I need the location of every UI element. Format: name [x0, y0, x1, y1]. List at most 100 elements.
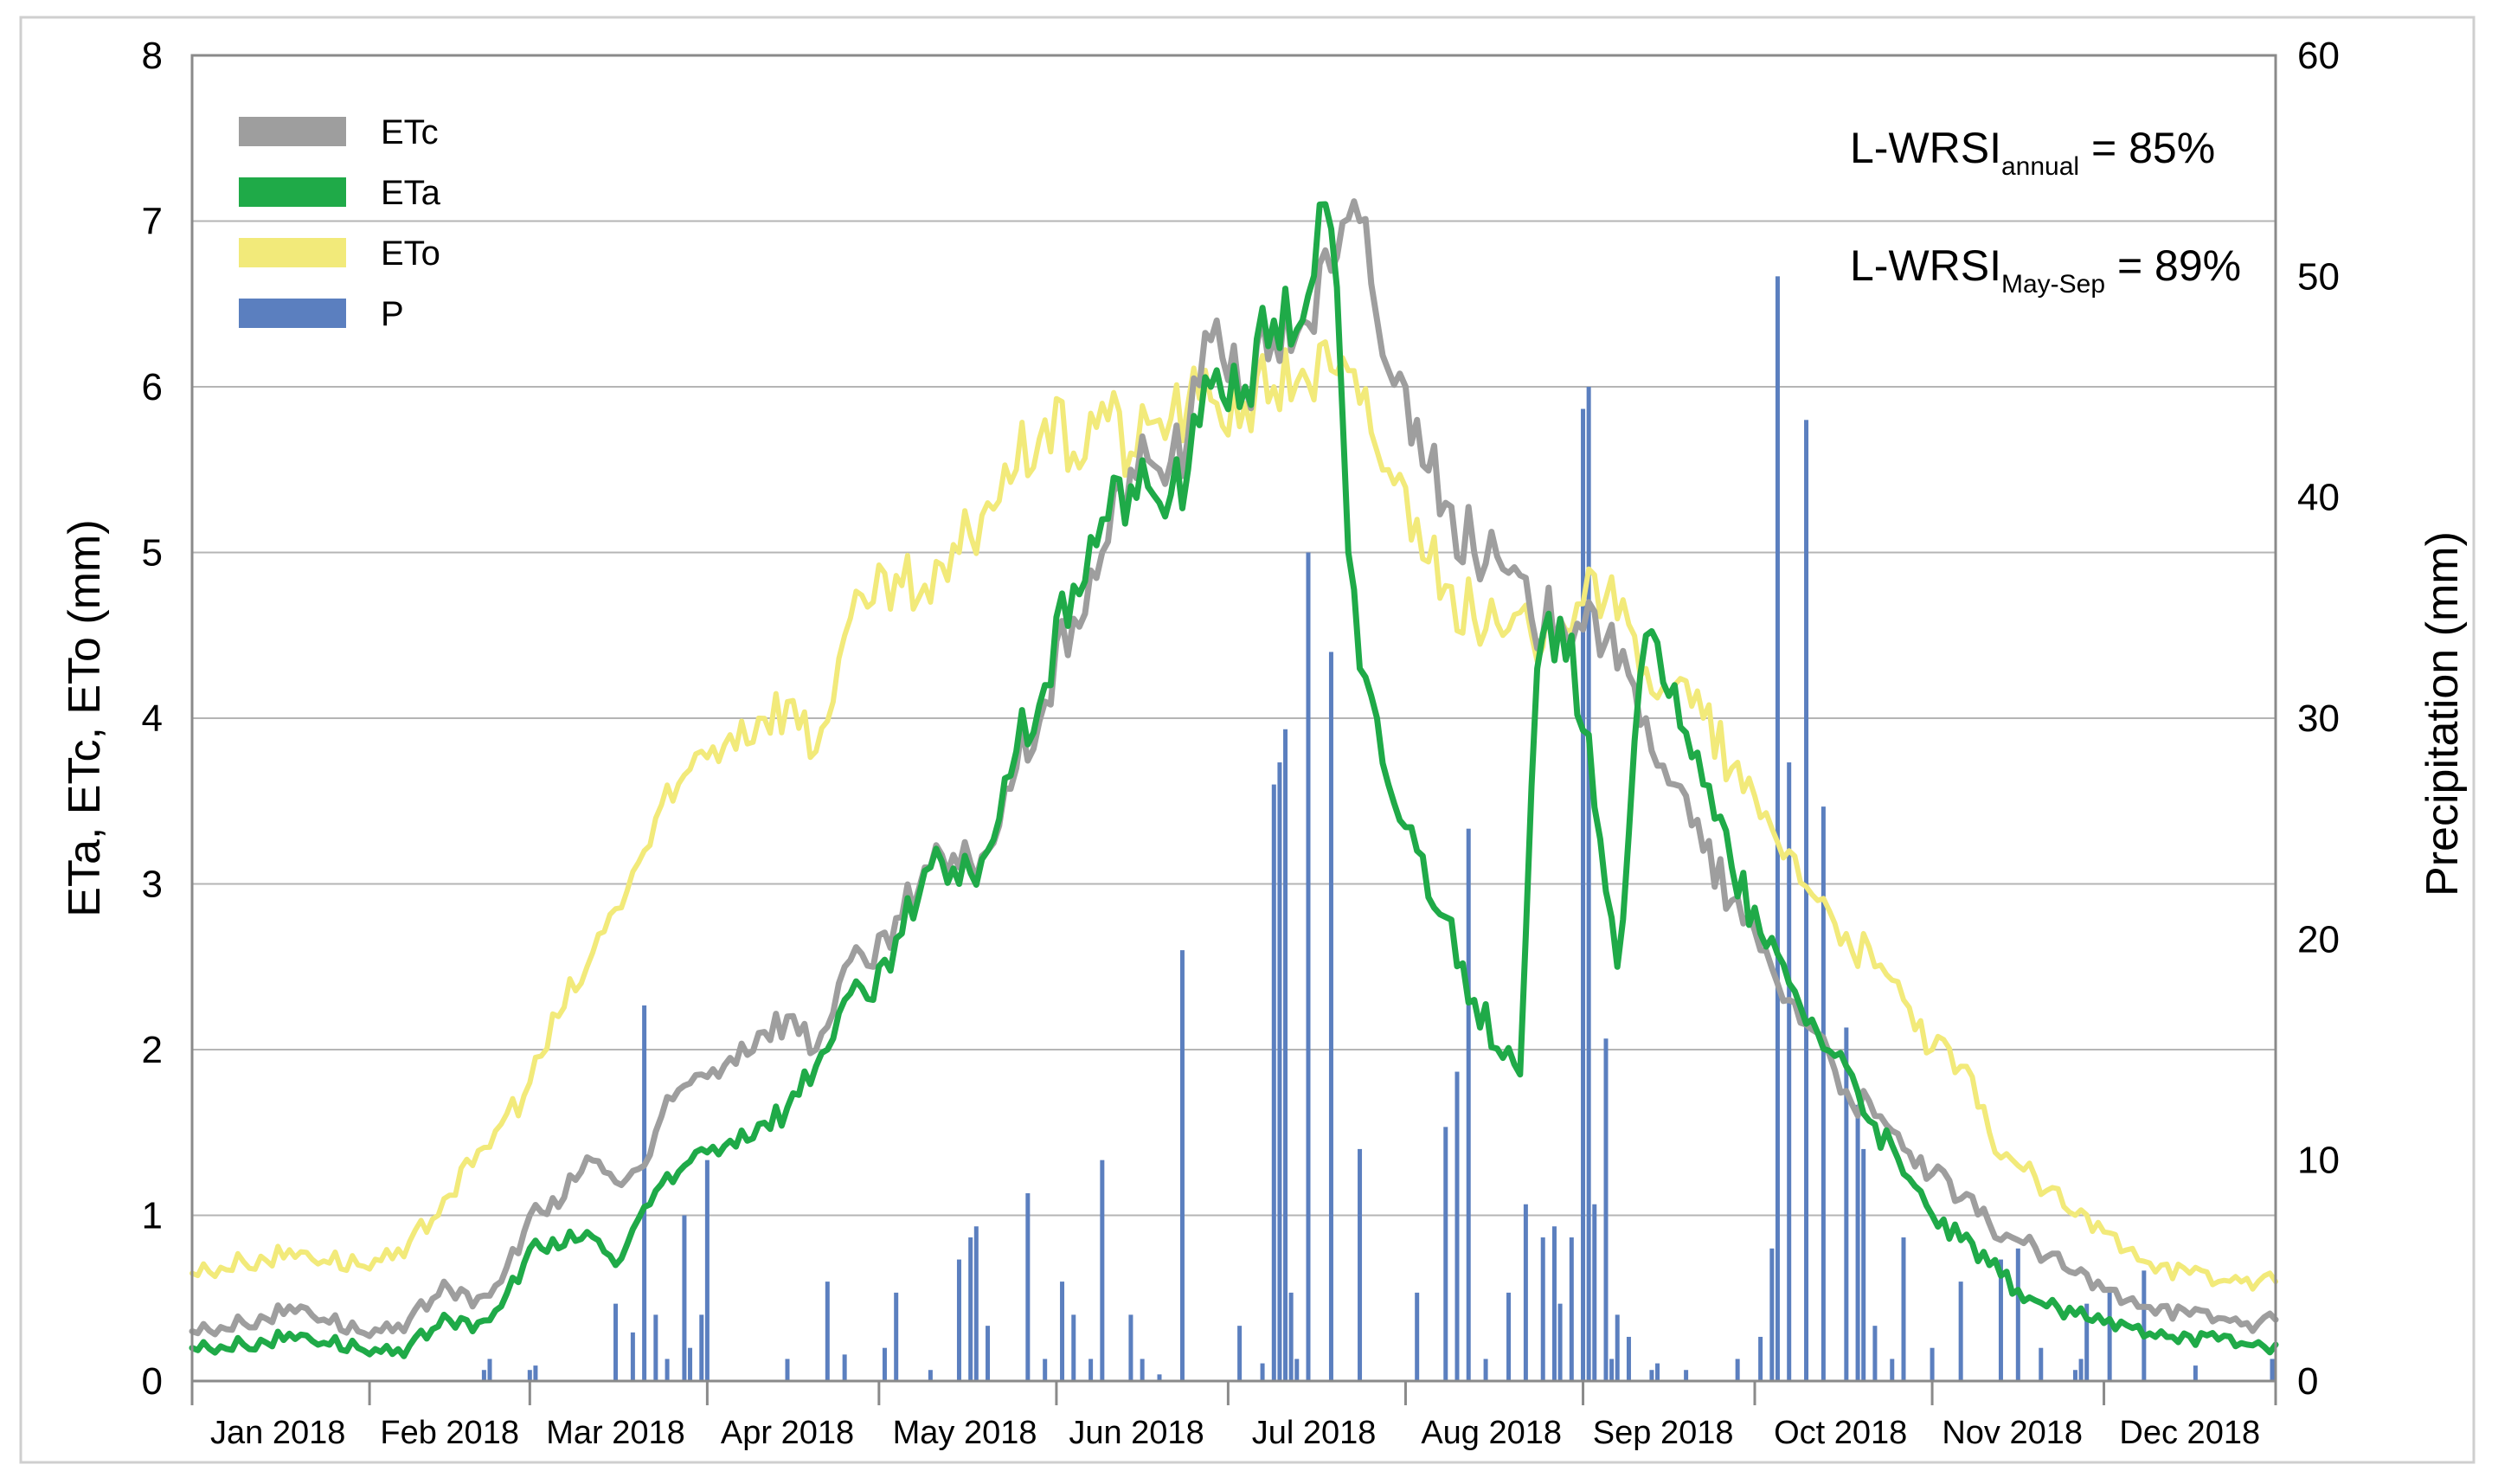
month-tick-marks [190, 1381, 2277, 1405]
series-line-eto [189, 339, 2278, 1292]
y-tick-label-left: 6 [142, 366, 163, 408]
precip-bar [699, 1314, 704, 1381]
precip-bar [1684, 1370, 1689, 1381]
precip-bar [1872, 1326, 1878, 1381]
precip-bar [1454, 1071, 1460, 1381]
legend-swatch-eta [239, 177, 346, 207]
precipitation-bars [481, 276, 2275, 1381]
legend: ETc ETa ETo P [239, 113, 441, 333]
precip-bar [1603, 1038, 1609, 1381]
precip-bar [1861, 1148, 1866, 1381]
precip-bar [1506, 1292, 1512, 1381]
precip-bar [1551, 1226, 1557, 1381]
precip-bar [2107, 1292, 2112, 1381]
annotation-wrsi-annual: L-WRSIannual = 85% [1850, 124, 2215, 181]
precip-bar [1649, 1370, 1654, 1381]
y-axis-title-left: ETa, ETc, ETo (mm) [60, 519, 110, 916]
precip-bar [1586, 387, 1591, 1381]
precip-bar [642, 1005, 647, 1381]
y-tick-label-right: 20 [2297, 918, 2340, 960]
precip-bar [894, 1292, 899, 1381]
y-tick-label-right: 0 [2297, 1360, 2318, 1403]
precip-bar [1844, 1027, 1849, 1381]
precip-bar [1179, 950, 1185, 1381]
precip-bar [968, 1237, 973, 1381]
precip-bar [1483, 1359, 1488, 1381]
precip-bar [1998, 1259, 2003, 1381]
y-tick-label-left: 2 [142, 1029, 163, 1071]
precip-bar [1569, 1237, 1574, 1381]
x-tick-label: Jan 2018 [210, 1415, 345, 1451]
precip-bar [1758, 1336, 1763, 1381]
legend-label-eto: ETo [381, 234, 440, 273]
precip-bar [1804, 420, 1809, 1381]
precip-bar [1100, 1160, 1105, 1381]
precip-bar [630, 1332, 635, 1381]
precip-bar [1071, 1314, 1076, 1381]
annotation-mayseptember-value: = 89% [2105, 241, 2241, 290]
precip-bar [1523, 1204, 1528, 1381]
precip-bar [1855, 1104, 1860, 1381]
precip-bar [1060, 1282, 1065, 1381]
precip-bar [1140, 1359, 1145, 1381]
precip-bar [1655, 1363, 1660, 1381]
precip-bar [1358, 1148, 1363, 1381]
plot-border [190, 54, 2277, 1383]
precip-bar [1043, 1359, 1048, 1381]
precip-bar [1626, 1336, 1631, 1381]
precip-bar [1283, 729, 1288, 1381]
precip-bar [1157, 1374, 1162, 1381]
annotation-mayseptember-sub: May-Sep [2001, 270, 2105, 299]
series-lines [189, 198, 2279, 1359]
legend-label-etc: ETc [381, 113, 439, 151]
series-line-etc [189, 198, 2279, 1339]
precip-bar [653, 1314, 658, 1381]
precip-bar [825, 1282, 830, 1381]
y-tick-label-left: 4 [142, 697, 163, 740]
precip-bar [1930, 1347, 1935, 1381]
precip-bar [1237, 1326, 1243, 1381]
precip-bar [1260, 1363, 1265, 1381]
precip-bar [688, 1347, 693, 1381]
precip-bar [1088, 1359, 1094, 1381]
x-tick-label: May 2018 [893, 1415, 1037, 1451]
svg-text:L-WRSIMay-Sep = 89%: L-WRSIMay-Sep = 89% [1850, 241, 2241, 299]
x-tick-label: Jun 2018 [1069, 1415, 1204, 1451]
x-tick-label: Sep 2018 [1593, 1415, 1734, 1451]
svg-text:L-WRSIannual = 85%: L-WRSIannual = 85% [1850, 124, 2215, 181]
legend-swatch-etc [239, 117, 346, 146]
precip-bar [842, 1354, 847, 1381]
y-axis-title-right: Precipitation (mm) [2418, 531, 2468, 896]
precip-bar [1775, 276, 1780, 1381]
precip-bar [2142, 1270, 2147, 1381]
x-tick-label: Nov 2018 [1942, 1415, 2083, 1451]
right-axis-ticks: 0 10 20 30 40 50 60 [2297, 35, 2340, 1403]
y-tick-label-left: 3 [142, 864, 163, 906]
annotation-annual-value: = 85% [2079, 124, 2215, 172]
y-tick-label-right: 50 [2297, 255, 2340, 298]
precip-bar [1890, 1359, 1895, 1381]
precip-bar [527, 1370, 532, 1381]
y-tick-label-left: 7 [142, 201, 163, 243]
y-tick-label-right: 10 [2297, 1140, 2340, 1182]
annotation-mayseptember-main: L-WRSI [1850, 241, 2001, 290]
precip-bar [1609, 1359, 1615, 1381]
precip-bar [1901, 1237, 1906, 1381]
x-tick-label: Dec 2018 [2119, 1415, 2260, 1451]
y-tick-label-right: 30 [2297, 697, 2340, 740]
precip-bar [1025, 1192, 1031, 1381]
precip-bar [1128, 1314, 1133, 1381]
annotation-wrsi-may-sep: L-WRSIMay-Sep = 89% [1850, 241, 2241, 299]
precip-bar [613, 1303, 619, 1381]
annotation-annual-sub: annual [2001, 152, 2079, 181]
precip-bar [1328, 652, 1333, 1381]
precip-bar [973, 1226, 979, 1381]
precip-bar [785, 1359, 790, 1381]
precip-bar [2084, 1303, 2090, 1381]
y-tick-label-left: 8 [142, 35, 163, 77]
x-tick-label: Apr 2018 [721, 1415, 854, 1451]
precip-bar [2270, 1359, 2275, 1381]
precip-bar [704, 1160, 710, 1381]
precip-bar [882, 1347, 887, 1381]
